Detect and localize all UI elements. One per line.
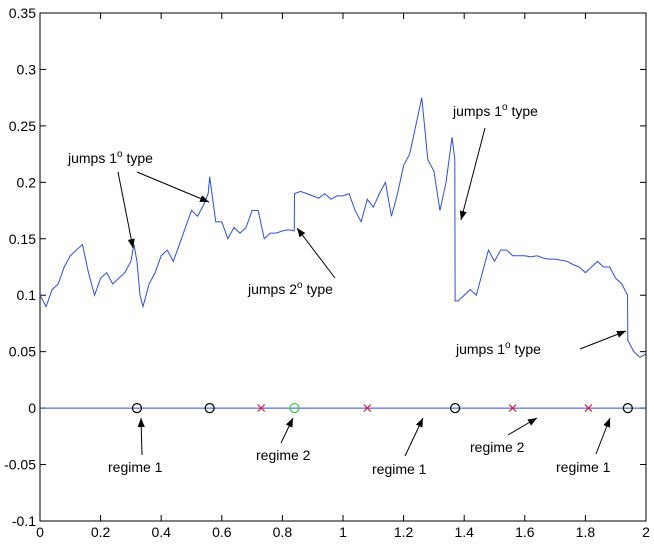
annotation-part: type <box>303 281 334 297</box>
x-tick-label: 1.4 <box>454 524 474 540</box>
x-tick-label: 0.8 <box>273 524 293 540</box>
annotation: jumps 1o type <box>67 149 153 166</box>
annotation-part: jumps 1 <box>67 150 117 166</box>
data-line <box>39 97 647 358</box>
y-tick-label: -0.1 <box>12 513 36 529</box>
annotation-arrow <box>137 417 145 456</box>
y-tick-label: 0.15 <box>9 231 36 247</box>
circle-marker <box>131 403 143 414</box>
annotation-part: jumps 2 <box>247 281 297 297</box>
annotation-part: regime 2 <box>256 447 311 463</box>
annotation: jumps 2o type <box>247 280 333 297</box>
annotation-arrow <box>595 417 611 455</box>
annotation-arrow <box>296 227 336 279</box>
annotation-part: jumps 1 <box>455 341 505 357</box>
annotation: regime 1 <box>108 459 163 475</box>
annotation: jumps 1o type <box>452 102 538 119</box>
circle-marker <box>204 403 215 414</box>
annotation: jumps 1o type <box>455 340 541 357</box>
annotation-part: type <box>511 341 542 357</box>
annotation-part: regime 2 <box>470 439 525 455</box>
annotation-arrow <box>404 417 424 457</box>
annotation-arrow <box>459 127 486 221</box>
annotation-part: regime 1 <box>108 459 163 475</box>
y-tick-label: 0.1 <box>17 287 37 303</box>
x-marker <box>584 404 593 413</box>
annotation-part: o <box>502 102 508 113</box>
y-tick-label: 0.25 <box>9 118 36 134</box>
x-tick-label: 0.2 <box>91 524 111 540</box>
annotation: regime 2 <box>470 439 525 455</box>
x-tick-label: 1 <box>339 524 347 540</box>
annotation: regime 2 <box>256 447 311 463</box>
y-tick-label: 0.3 <box>17 61 37 77</box>
annotation-part: jumps 1 <box>452 103 502 119</box>
annotation-arrow <box>507 417 538 436</box>
annotation-arrow <box>280 417 294 444</box>
annotation-part: regime 1 <box>556 459 611 475</box>
y-tick-label: -0.05 <box>4 457 36 473</box>
x-marker <box>363 404 372 413</box>
annotation-arrow <box>117 171 135 249</box>
x-tick-label: 0.6 <box>212 524 232 540</box>
annotation-arrow <box>579 330 627 350</box>
annotation-part: o <box>505 340 511 351</box>
y-tick-label: 0.2 <box>17 174 37 190</box>
x-tick-label: 1.2 <box>394 524 414 540</box>
x-marker <box>508 404 517 413</box>
annotation-part: regime 1 <box>372 461 427 477</box>
annotation: regime 1 <box>372 461 427 477</box>
circle-marker <box>622 403 633 414</box>
plot-area <box>39 12 647 522</box>
annotation-part: o <box>297 280 303 291</box>
circle-marker <box>289 403 300 414</box>
y-tick-label: 0.35 <box>9 5 36 21</box>
x-tick-label: 0.4 <box>151 524 171 540</box>
y-tick-label: 0 <box>28 400 36 416</box>
annotation-part: o <box>117 149 123 160</box>
x-tick-label: 0 <box>36 524 44 540</box>
circle-marker <box>450 403 461 414</box>
x-marker <box>257 404 266 413</box>
annotation-part: type <box>123 150 154 166</box>
annotation: regime 1 <box>556 459 611 475</box>
annotation-arrow <box>136 171 210 203</box>
x-tick-label: 1.6 <box>515 524 535 540</box>
annotation-part: type <box>508 103 539 119</box>
x-tick-label: 2 <box>642 524 650 540</box>
y-tick-label: 0.05 <box>9 344 36 360</box>
x-tick-label: 1.8 <box>576 524 596 540</box>
